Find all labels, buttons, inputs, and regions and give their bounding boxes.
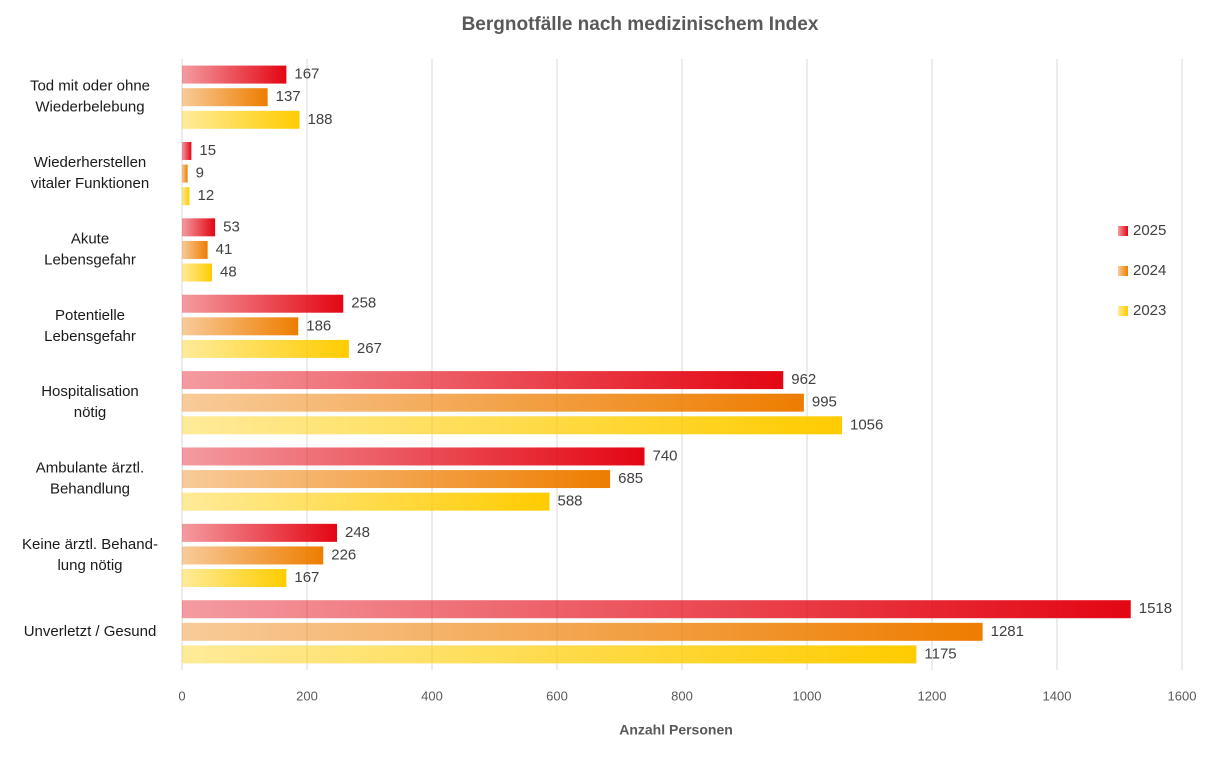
legend-marker (1118, 266, 1128, 276)
value-label: 12 (198, 187, 215, 204)
bar (182, 447, 645, 466)
value-label: 137 (276, 88, 301, 105)
legend-marker (1118, 306, 1128, 316)
value-label: 41 (216, 241, 233, 258)
y-tick-label: Potentielle Lebensgefahr (44, 307, 136, 345)
value-label: 995 (812, 394, 837, 411)
value-label: 962 (791, 371, 816, 388)
x-tick-label: 400 (421, 688, 443, 703)
y-tick-label: Hospitalisation nötig (41, 383, 139, 421)
value-label: 588 (558, 493, 583, 510)
x-tick-label: 200 (296, 688, 318, 703)
value-label: 188 (308, 111, 333, 128)
chart-title: Bergnotfälle nach medizinischem Index (462, 14, 819, 35)
bar (182, 470, 611, 489)
y-tick-label: Ambulante ärztl. Behandlung (36, 460, 144, 498)
bar (182, 546, 324, 565)
y-tick-label: Akute Lebensgefahr (44, 230, 136, 268)
bar (182, 622, 983, 641)
bar (182, 492, 550, 511)
value-label: 167 (294, 66, 319, 83)
value-label: 9 (196, 165, 204, 182)
legend-label: 2024 (1133, 262, 1166, 279)
bar (182, 339, 349, 358)
legend-marker (1118, 226, 1128, 236)
bar (182, 569, 287, 588)
bar (182, 523, 337, 542)
legend-label: 2023 (1133, 302, 1166, 319)
value-label: 53 (223, 218, 240, 235)
bar (182, 88, 268, 107)
y-tick-label: Wiederherstellen vitaler Funktionen (31, 154, 149, 192)
legend-label: 2025 (1133, 222, 1166, 239)
value-label: 740 (653, 447, 678, 464)
bar (182, 240, 208, 259)
y-tick-label: Tod mit oder ohne Wiederbelebung (30, 78, 150, 116)
value-label: 1056 (850, 416, 883, 433)
bar (182, 600, 1131, 619)
value-label: 186 (306, 317, 331, 334)
bar (182, 141, 192, 160)
value-label: 48 (220, 264, 237, 281)
x-tick-label: 0 (178, 688, 185, 703)
bar (182, 110, 300, 129)
value-label: 1175 (924, 645, 956, 662)
value-label: 248 (345, 524, 370, 541)
bar (182, 218, 216, 237)
value-label: 167 (294, 569, 319, 586)
bar (182, 164, 188, 183)
value-label: 267 (357, 340, 382, 357)
x-tick-label: 1000 (793, 688, 822, 703)
value-label: 1281 (991, 623, 1024, 640)
x-tick-label: 1600 (1168, 688, 1197, 703)
value-label: 685 (618, 470, 643, 487)
bar (182, 371, 784, 390)
value-label: 226 (331, 546, 356, 563)
value-label: 1518 (1139, 600, 1172, 617)
x-tick-label: 1400 (1043, 688, 1072, 703)
bar (182, 263, 212, 282)
value-label: 15 (199, 142, 216, 159)
value-label: 258 (351, 295, 376, 312)
bar (182, 393, 804, 412)
y-tick-label: Keine ärztl. Behand-lung nötig (22, 536, 158, 574)
y-tick-label: Unverletzt / Gesund (24, 623, 157, 640)
bar (182, 187, 190, 206)
bar (182, 645, 917, 664)
bar (182, 317, 299, 336)
x-tick-label: 1200 (918, 688, 947, 703)
bar (182, 416, 842, 435)
x-axis-label: Anzahl Personen (619, 722, 733, 738)
x-tick-label: 600 (546, 688, 568, 703)
bar (182, 294, 344, 313)
bar (182, 65, 287, 84)
x-tick-label: 800 (671, 688, 693, 703)
